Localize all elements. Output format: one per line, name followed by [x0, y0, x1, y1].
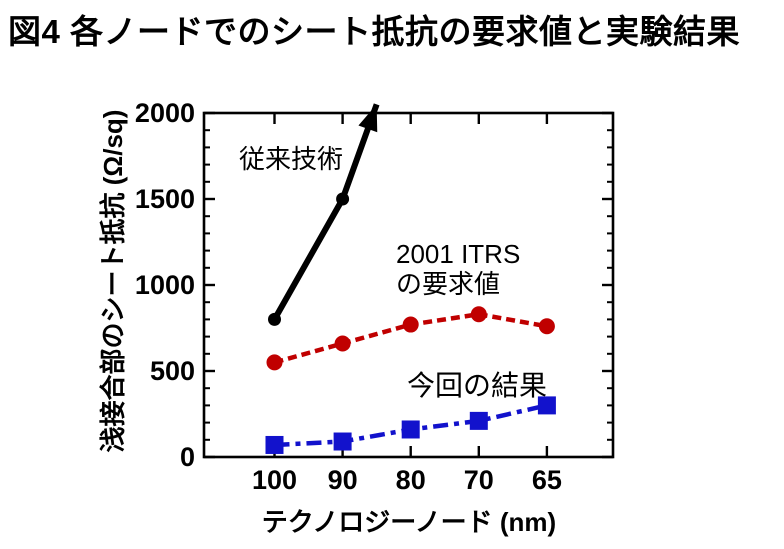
figure-title: 図4 各ノードでのシート抵抗の要求値と実験結果: [8, 13, 741, 50]
x-axis-label: テクノロジーノード (nm): [261, 507, 557, 537]
marker-itrs2001: [470, 306, 487, 323]
marker-itrs2001: [402, 316, 419, 333]
x-tick-label: 90: [328, 465, 358, 495]
series-label-this-work: 今回の結果: [407, 370, 548, 401]
x-tick-label: 70: [464, 465, 494, 495]
y-tick-label: 0: [180, 442, 195, 472]
y-tick-label: 500: [150, 356, 195, 386]
series-line-conventional: [271, 103, 380, 321]
marker-itrs2001: [266, 354, 283, 371]
series-label-conventional: 従来技術: [239, 144, 344, 174]
marker-conventional: [268, 312, 281, 326]
x-tick-label: 100: [252, 465, 297, 495]
marker-conventional: [336, 192, 350, 206]
marker-this_work: [537, 396, 556, 415]
series-label-itrs: 2001 ITRS の要求値: [396, 239, 521, 299]
y-tick-label: 1500: [135, 184, 195, 214]
marker-this_work: [401, 420, 420, 439]
trend-arrowhead: [358, 104, 378, 133]
marker-this_work: [333, 432, 352, 451]
y-tick-label: 1000: [135, 270, 195, 300]
marker-itrs2001: [538, 318, 555, 335]
marker-this_work: [265, 435, 284, 454]
marker-this_work: [469, 411, 488, 430]
y-tick-label: 2000: [135, 98, 195, 128]
x-tick-label: 80: [396, 465, 426, 495]
marker-itrs2001: [334, 335, 351, 352]
x-tick-label: 65: [532, 465, 562, 495]
